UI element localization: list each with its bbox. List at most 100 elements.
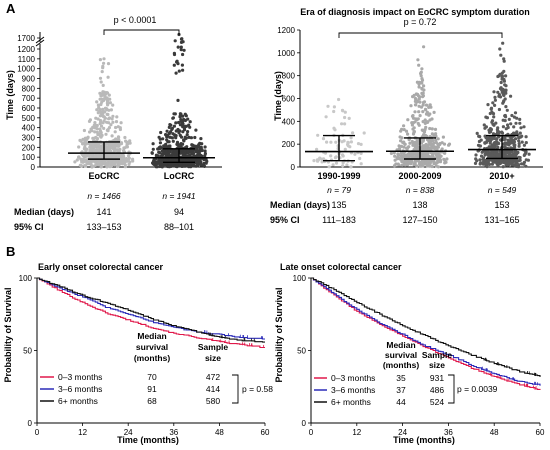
a-right-point-0 bbox=[312, 159, 316, 163]
a-left-point-locrc bbox=[158, 145, 162, 149]
a-left-point-locrc bbox=[186, 162, 190, 166]
a-left-point-locrc bbox=[161, 164, 165, 168]
b-right-pvalue-bracket bbox=[448, 374, 455, 404]
a-left-point-eocrc bbox=[83, 158, 88, 162]
a-right-point-2 bbox=[513, 111, 518, 115]
a-right-point-2 bbox=[518, 158, 522, 162]
a-right-median-2000: 138 bbox=[412, 200, 427, 210]
b-left-legend: Median survival (months) Sample size 0–3… bbox=[40, 331, 273, 406]
a-right-point-2 bbox=[518, 121, 522, 125]
a-right-point-1 bbox=[418, 114, 422, 118]
a-right-point-2 bbox=[474, 153, 478, 157]
a-left-point-eocrc bbox=[111, 120, 115, 124]
a-left-point-locrc bbox=[202, 157, 206, 162]
a-right-point-2 bbox=[507, 138, 511, 143]
a-right-point-2 bbox=[483, 134, 487, 138]
a-left-point-locrc bbox=[179, 48, 183, 52]
b-left-n-6plus: 580 bbox=[206, 396, 220, 406]
b-left-y-tick-label: 50 bbox=[23, 347, 32, 356]
a-right-point-2 bbox=[522, 125, 526, 129]
a-left-y-tick-label: 100 bbox=[22, 153, 36, 162]
a-left-point-eocrc bbox=[84, 164, 88, 168]
a-left-point-eocrc bbox=[105, 112, 109, 116]
a-left-y-tick-label: 600 bbox=[22, 104, 36, 113]
a-left-point-eocrc bbox=[87, 142, 92, 146]
a-left-point-eocrc bbox=[113, 145, 117, 149]
a-right-point-1 bbox=[398, 147, 402, 151]
a-left-point-locrc bbox=[180, 63, 184, 67]
a-right-point-1 bbox=[421, 103, 425, 107]
a-right-point-2 bbox=[522, 143, 527, 147]
a-right-point-2 bbox=[508, 152, 512, 157]
a-right-point-1 bbox=[436, 153, 440, 157]
a-right-point-2 bbox=[491, 101, 495, 105]
a-left-point-eocrc bbox=[82, 128, 86, 133]
a-left-y-tick-label: 1700 bbox=[17, 34, 35, 43]
a-left-point-eocrc bbox=[114, 125, 118, 130]
a-left-point-eocrc bbox=[102, 159, 106, 163]
a-right-point-2 bbox=[475, 131, 479, 135]
a-right-point-2 bbox=[503, 160, 507, 164]
a-right-point-2 bbox=[502, 59, 506, 63]
a-left-point-eocrc bbox=[116, 148, 120, 152]
a-right-point-2 bbox=[491, 154, 495, 159]
b-left-median-3-6: 91 bbox=[147, 384, 157, 394]
a-left-group-eocrc: EoCRC bbox=[89, 171, 120, 181]
a-left-point-locrc bbox=[186, 150, 190, 154]
a-right-ci-2010: 131–165 bbox=[484, 215, 519, 225]
a-right-point-1 bbox=[408, 153, 412, 157]
a-right-point-2 bbox=[490, 162, 494, 166]
a-left-point-eocrc bbox=[117, 135, 121, 139]
a-right-point-2 bbox=[501, 41, 505, 45]
a-left-point-locrc bbox=[168, 158, 172, 162]
a-left-point-locrc bbox=[185, 145, 189, 149]
a-left-y-tick-label: 900 bbox=[22, 75, 36, 84]
a-right-point-1 bbox=[422, 84, 426, 88]
a-right-point-2 bbox=[514, 161, 518, 165]
a-right-point-1 bbox=[437, 159, 441, 163]
b-right-x-tick-label: 48 bbox=[490, 428, 499, 437]
a-left-point-locrc bbox=[198, 160, 203, 164]
a-left-y-tick-label: 1100 bbox=[18, 55, 36, 64]
a-left-point-locrc bbox=[176, 45, 180, 49]
locrc-survival-plot: 0 12 24 36 48 60 0 50 100 bbox=[293, 274, 545, 437]
b-right-median-header-3: (months) bbox=[383, 360, 420, 370]
a-right-point-1 bbox=[430, 117, 434, 121]
a-right-pvalue: p = 0.72 bbox=[404, 17, 437, 27]
a-right-point-1 bbox=[444, 160, 448, 164]
a-left-point-eocrc bbox=[81, 160, 85, 164]
a-left-point-locrc bbox=[182, 154, 186, 158]
b-left-km-curve-2 bbox=[37, 277, 265, 343]
a-right-point-2 bbox=[498, 152, 502, 156]
a-left-point-eocrc bbox=[103, 92, 107, 96]
a-right-point-1 bbox=[438, 142, 442, 147]
b-right-legend-label-0-3: 0–3 months bbox=[331, 373, 375, 383]
era-of-diagnosis-dotplot: 0 200 400 600 800 1000 1200 bbox=[277, 26, 543, 172]
a-right-point-2 bbox=[492, 136, 496, 140]
a-right-point-1 bbox=[432, 110, 436, 114]
b-left-median-0-3: 70 bbox=[147, 372, 157, 382]
a-left-point-locrc bbox=[191, 149, 195, 153]
b-right-median-6plus: 44 bbox=[396, 397, 406, 407]
a-left-median-row-label: Median (days) bbox=[14, 207, 74, 217]
b-right-y-tick-label: 50 bbox=[297, 347, 306, 356]
a-left-point-locrc bbox=[174, 121, 178, 125]
a-right-point-1 bbox=[417, 123, 421, 127]
a-left-point-eocrc bbox=[96, 142, 100, 147]
a-right-point-1 bbox=[417, 110, 421, 114]
a-left-point-eocrc bbox=[123, 159, 127, 163]
a-right-point-0 bbox=[329, 154, 333, 158]
a-right-point-0 bbox=[343, 122, 347, 126]
a-left-point-eocrc bbox=[90, 153, 94, 157]
a-right-ci-row-label: 95% CI bbox=[270, 215, 300, 225]
a-left-y-tick-label: 500 bbox=[22, 114, 36, 123]
b-left-legend-label-6plus: 6+ months bbox=[58, 396, 98, 406]
a-left-point-eocrc bbox=[128, 160, 132, 164]
a-right-point-1 bbox=[406, 118, 410, 122]
a-left-point-eocrc bbox=[101, 83, 105, 87]
a-right-point-1 bbox=[442, 142, 447, 146]
a-right-point-2 bbox=[487, 145, 491, 149]
a-left-point-locrc bbox=[200, 142, 204, 146]
a-left-point-locrc bbox=[164, 150, 168, 154]
a-left-point-locrc bbox=[184, 124, 188, 128]
